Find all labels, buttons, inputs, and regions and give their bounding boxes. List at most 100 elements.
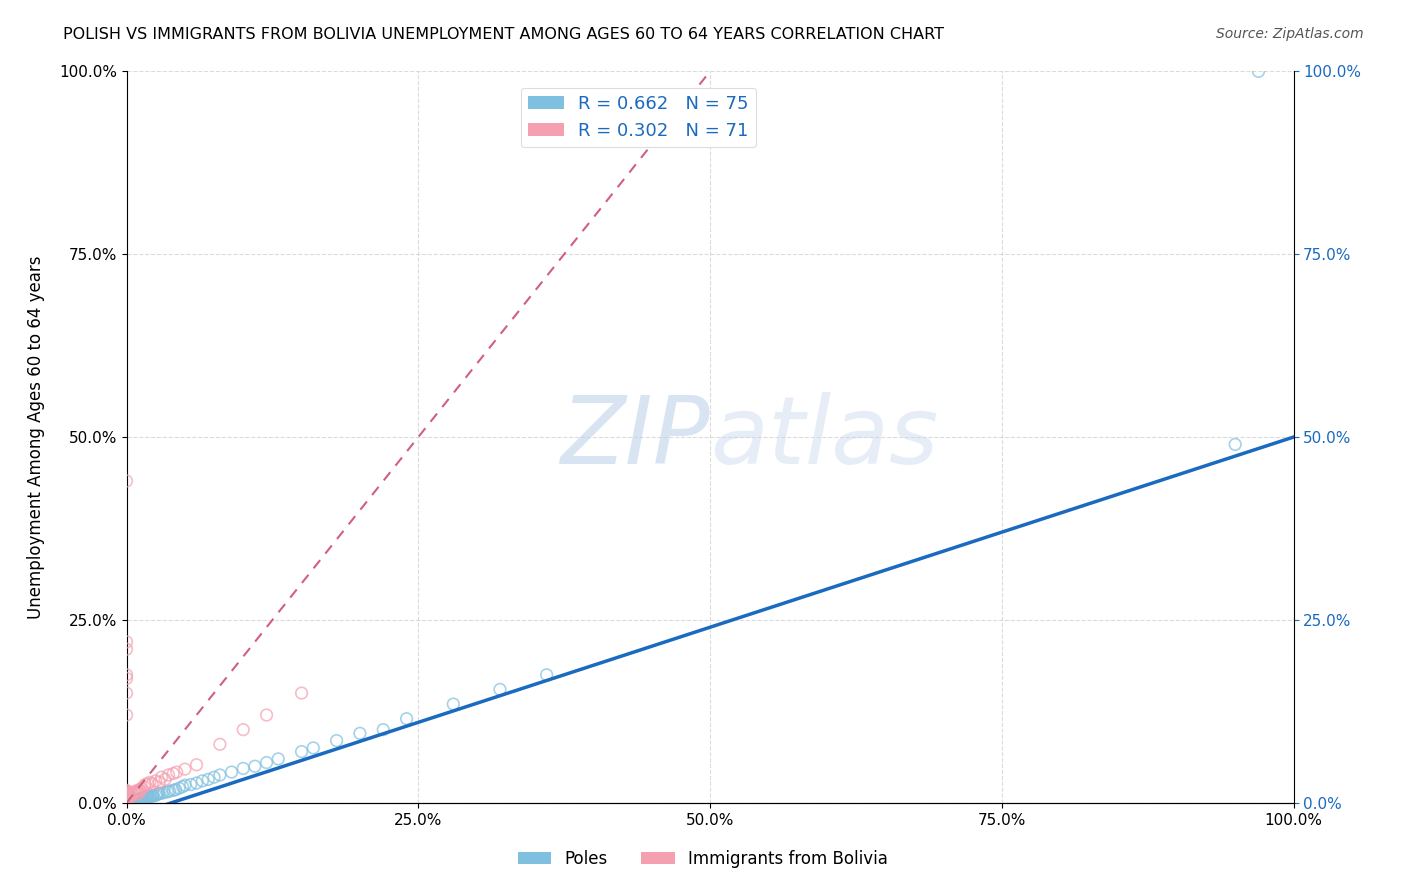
Point	[325, 733, 347, 747]
Point	[208, 768, 231, 782]
Point	[115, 793, 138, 807]
Point	[115, 786, 138, 800]
Point	[132, 792, 155, 806]
Legend: Poles, Immigrants from Bolivia: Poles, Immigrants from Bolivia	[512, 844, 894, 875]
Point	[115, 784, 138, 798]
Point	[115, 686, 138, 700]
Point	[122, 794, 145, 808]
Point	[122, 786, 145, 800]
Point	[167, 781, 190, 796]
Point	[117, 794, 139, 808]
Point	[115, 787, 138, 801]
Point	[165, 782, 187, 797]
Point	[115, 789, 138, 803]
Point	[115, 792, 138, 806]
Point	[150, 770, 173, 784]
Point	[115, 785, 138, 799]
Point	[131, 792, 153, 806]
Point	[115, 642, 138, 657]
Point	[115, 794, 138, 808]
Point	[174, 778, 197, 792]
Point	[120, 794, 142, 808]
Point	[118, 794, 141, 808]
Point	[489, 682, 512, 697]
Point	[115, 788, 138, 802]
Point	[146, 787, 169, 801]
Point	[191, 773, 214, 788]
Point	[232, 761, 254, 775]
Point	[129, 792, 152, 806]
Point	[142, 789, 165, 803]
Point	[134, 778, 156, 792]
Point	[1223, 437, 1246, 451]
Point	[141, 789, 163, 804]
Text: Source: ZipAtlas.com: Source: ZipAtlas.com	[1216, 27, 1364, 41]
Point	[172, 780, 194, 794]
Point	[115, 786, 138, 800]
Point	[125, 794, 148, 808]
Point	[115, 789, 138, 804]
Point	[115, 789, 138, 804]
Point	[127, 792, 149, 806]
Point	[243, 759, 266, 773]
Point	[129, 793, 152, 807]
Point	[115, 794, 138, 808]
Point	[115, 796, 138, 810]
Point	[125, 793, 148, 807]
Point	[115, 789, 138, 803]
Point	[127, 784, 149, 798]
Point	[136, 777, 159, 791]
Point	[117, 792, 139, 806]
Text: atlas: atlas	[710, 392, 938, 483]
Point	[135, 790, 157, 805]
Point	[148, 775, 170, 789]
Point	[124, 793, 146, 807]
Point	[536, 667, 558, 681]
Point	[145, 789, 167, 803]
Text: ZIP: ZIP	[561, 392, 710, 483]
Point	[156, 785, 179, 799]
Point	[115, 796, 138, 810]
Point	[115, 708, 138, 723]
Point	[139, 789, 162, 804]
Point	[132, 792, 155, 806]
Point	[139, 775, 162, 789]
Point	[125, 794, 148, 808]
Point	[125, 785, 148, 799]
Point	[180, 778, 202, 792]
Point	[232, 723, 254, 737]
Point	[128, 792, 150, 806]
Point	[145, 773, 167, 788]
Point	[124, 794, 146, 808]
Point	[115, 794, 138, 808]
Point	[256, 708, 278, 723]
Point	[221, 765, 243, 780]
Point	[162, 783, 184, 797]
Y-axis label: Unemployment Among Ages 60 to 64 years: Unemployment Among Ages 60 to 64 years	[27, 255, 45, 619]
Point	[138, 789, 160, 804]
Point	[115, 796, 138, 810]
Point	[118, 789, 141, 804]
Point	[153, 786, 176, 800]
Point	[373, 723, 395, 737]
Text: POLISH VS IMMIGRANTS FROM BOLIVIA UNEMPLOYMENT AMONG AGES 60 TO 64 YEARS CORRELA: POLISH VS IMMIGRANTS FROM BOLIVIA UNEMPL…	[63, 27, 945, 42]
Legend: R = 0.662   N = 75, R = 0.302   N = 71: R = 0.662 N = 75, R = 0.302 N = 71	[520, 87, 756, 147]
Point	[128, 793, 150, 807]
Point	[302, 740, 325, 755]
Point	[186, 757, 208, 772]
Point	[117, 789, 139, 803]
Point	[349, 726, 371, 740]
Point	[115, 790, 138, 805]
Point	[141, 777, 163, 791]
Point	[159, 784, 181, 798]
Point	[129, 784, 152, 798]
Point	[118, 794, 141, 808]
Point	[127, 787, 149, 801]
Point	[120, 789, 142, 803]
Point	[115, 783, 138, 797]
Point	[122, 794, 145, 808]
Point	[128, 782, 150, 797]
Point	[125, 784, 148, 798]
Point	[146, 787, 169, 801]
Point	[131, 791, 153, 805]
